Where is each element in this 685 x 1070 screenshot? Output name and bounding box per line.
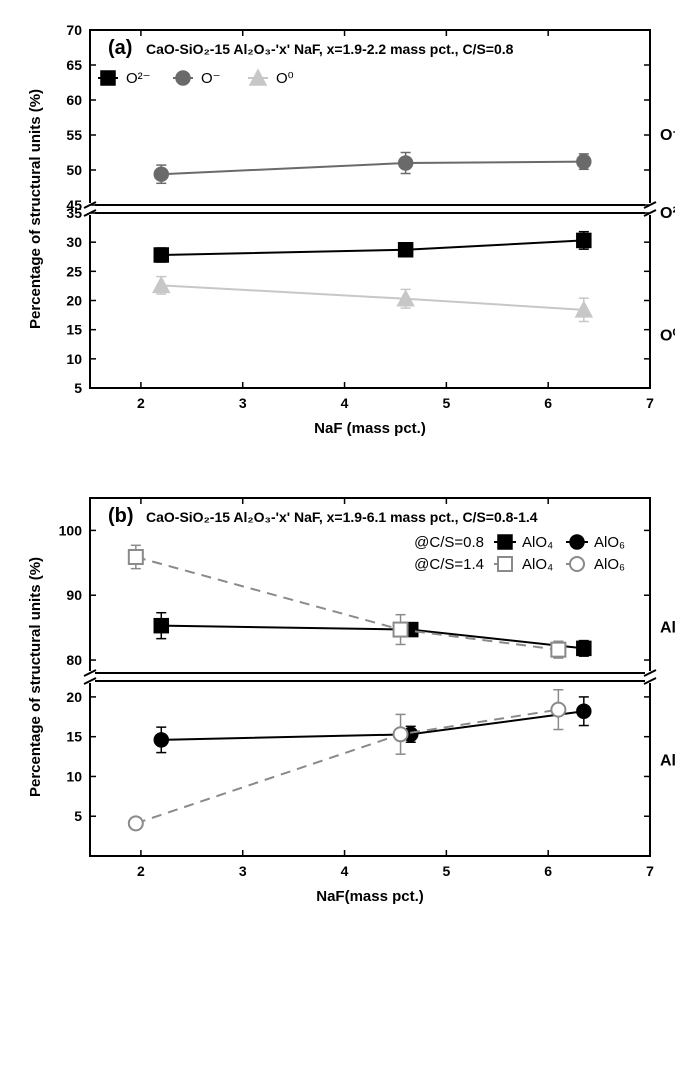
svg-text:O⁰: O⁰ xyxy=(276,70,294,87)
svg-text:3: 3 xyxy=(239,395,247,411)
svg-text:O²⁻: O²⁻ xyxy=(126,70,151,87)
svg-text:6: 6 xyxy=(544,395,552,411)
svg-text:50: 50 xyxy=(66,162,82,178)
svg-text:15: 15 xyxy=(66,322,82,338)
svg-text:(b): (b) xyxy=(108,505,134,527)
svg-text:CaO-SiO₂-15 Al₂O₃-'x' NaF, x=1: CaO-SiO₂-15 Al₂O₃-'x' NaF, x=1.9-6.1 mas… xyxy=(146,509,538,525)
svg-text:Percentage of structural units: Percentage of structural units (%) xyxy=(27,89,44,329)
svg-text:AlO₆: AlO₆ xyxy=(594,556,625,573)
svg-text:65: 65 xyxy=(66,57,82,73)
svg-text:2: 2 xyxy=(137,863,145,879)
svg-text:O²⁻: O²⁻ xyxy=(660,205,675,222)
svg-text:60: 60 xyxy=(66,92,82,108)
svg-text:6: 6 xyxy=(544,863,552,879)
svg-text:55: 55 xyxy=(66,127,82,143)
svg-text:NaF (mass pct.): NaF (mass pct.) xyxy=(314,420,426,437)
svg-text:@C/S=1.4: @C/S=1.4 xyxy=(414,556,484,573)
svg-text:NaF(mass pct.): NaF(mass pct.) xyxy=(316,888,424,905)
chart-a: 2345675101520253035455055606570NaF (mass… xyxy=(10,10,675,450)
svg-text:45: 45 xyxy=(66,197,82,213)
svg-text:20: 20 xyxy=(66,689,82,705)
svg-text:AlO₆: AlO₆ xyxy=(660,753,675,770)
svg-text:4: 4 xyxy=(341,863,349,879)
panel-a: 2345675101520253035455055606570NaF (mass… xyxy=(10,10,675,450)
svg-text:O⁻: O⁻ xyxy=(660,127,675,144)
svg-text:100: 100 xyxy=(59,522,83,538)
svg-text:15: 15 xyxy=(66,729,82,745)
svg-text:30: 30 xyxy=(66,234,82,250)
svg-text:5: 5 xyxy=(74,380,82,396)
svg-text:80: 80 xyxy=(66,652,82,668)
svg-text:AlO₄: AlO₄ xyxy=(660,620,675,637)
svg-text:25: 25 xyxy=(66,263,82,279)
svg-text:7: 7 xyxy=(646,863,654,879)
svg-text:70: 70 xyxy=(66,22,82,38)
svg-text:@C/S=0.8: @C/S=0.8 xyxy=(414,534,484,551)
svg-text:4: 4 xyxy=(341,395,349,411)
svg-text:5: 5 xyxy=(442,395,450,411)
svg-text:5: 5 xyxy=(74,808,82,824)
panel-b: 2 3 4 5 6 7 5 10 15 20 80 90 100 NaF(mass pct.) Percen… xyxy=(10,478,675,918)
svg-text:20: 20 xyxy=(66,293,82,309)
svg-text:(a): (a) xyxy=(108,37,132,59)
svg-text:90: 90 xyxy=(66,587,82,603)
svg-text:2: 2 xyxy=(137,395,145,411)
svg-text:AlO₆: AlO₆ xyxy=(594,534,625,551)
svg-text:10: 10 xyxy=(66,768,82,784)
svg-text:O⁻: O⁻ xyxy=(201,70,221,87)
svg-text:AlO₄: AlO₄ xyxy=(522,556,553,573)
svg-text:AlO₄: AlO₄ xyxy=(522,534,553,551)
chart-b: 2 3 4 5 6 7 5 10 15 20 80 90 100 NaF(mass pct.) Percen… xyxy=(10,478,675,918)
svg-text:3: 3 xyxy=(239,863,247,879)
svg-text:10: 10 xyxy=(66,351,82,367)
svg-text:CaO-SiO₂-15 Al₂O₃-'x' NaF, x=1: CaO-SiO₂-15 Al₂O₃-'x' NaF, x=1.9-2.2 mas… xyxy=(146,41,514,57)
svg-text:Percentage of structural units: Percentage of structural units (%) xyxy=(27,557,44,797)
svg-text:O⁰: O⁰ xyxy=(660,328,675,345)
svg-text:7: 7 xyxy=(646,395,654,411)
svg-text:5: 5 xyxy=(442,863,450,879)
